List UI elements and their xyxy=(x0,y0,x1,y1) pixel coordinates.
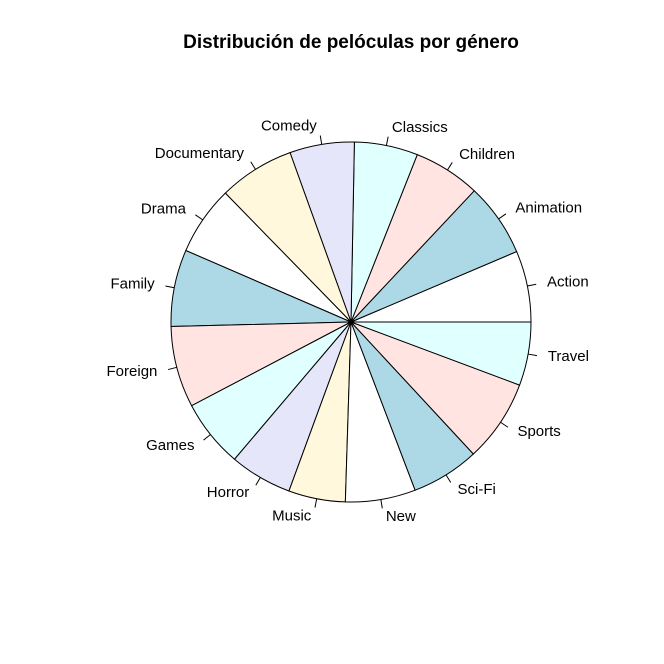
pie-tick-music xyxy=(314,498,318,508)
pie-tick-horror xyxy=(255,477,261,486)
pie-tick-foreign xyxy=(167,366,177,371)
pie-tick-travel xyxy=(528,353,538,357)
pie-label-new: New xyxy=(386,508,416,525)
chart-title: Distribución de pelóculas por género xyxy=(183,32,519,53)
pie-tick-animation xyxy=(498,213,507,220)
pie-label-classics: Classics xyxy=(392,119,448,136)
pie-tick-family xyxy=(165,285,175,289)
pie-tick-action xyxy=(527,283,537,287)
pie-label-music: Music xyxy=(272,507,312,524)
pie-tick-comedy xyxy=(319,135,323,145)
pie-label-sports: Sports xyxy=(517,423,560,440)
pie-slices xyxy=(170,141,532,503)
pie-tick-drama xyxy=(195,214,204,221)
pie-label-animation: Animation xyxy=(515,200,582,217)
pie-label-children: Children xyxy=(459,146,515,163)
pie-label-documentary: Documentary xyxy=(155,145,245,162)
pie-tick-sports xyxy=(500,421,509,428)
pie-label-foreign: Foreign xyxy=(107,363,158,380)
pie-label-horror: Horror xyxy=(207,484,250,501)
pie-tick-children xyxy=(447,162,453,171)
pie-tick-sci-fi xyxy=(445,474,452,483)
pie-tick-games xyxy=(203,434,211,441)
pie-label-drama: Drama xyxy=(141,201,187,218)
pie-label-action: Action xyxy=(547,273,589,290)
pie-label-travel: Travel xyxy=(548,348,589,365)
pie-label-games: Games xyxy=(146,437,194,454)
pie-slice-travel xyxy=(350,321,532,386)
pie-labels: Action Animation Children Classics Comedy Doc… xyxy=(107,118,589,526)
pie-label-comedy: Comedy xyxy=(261,118,317,135)
pie-center-point xyxy=(349,320,353,324)
pie-label-sci-fi: Sci-Fi xyxy=(458,481,496,498)
pie-label-family: Family xyxy=(110,275,155,292)
pie-tick-documentary xyxy=(250,161,256,170)
pie-tick-classics xyxy=(385,136,389,146)
pie-tick-new xyxy=(380,499,383,509)
